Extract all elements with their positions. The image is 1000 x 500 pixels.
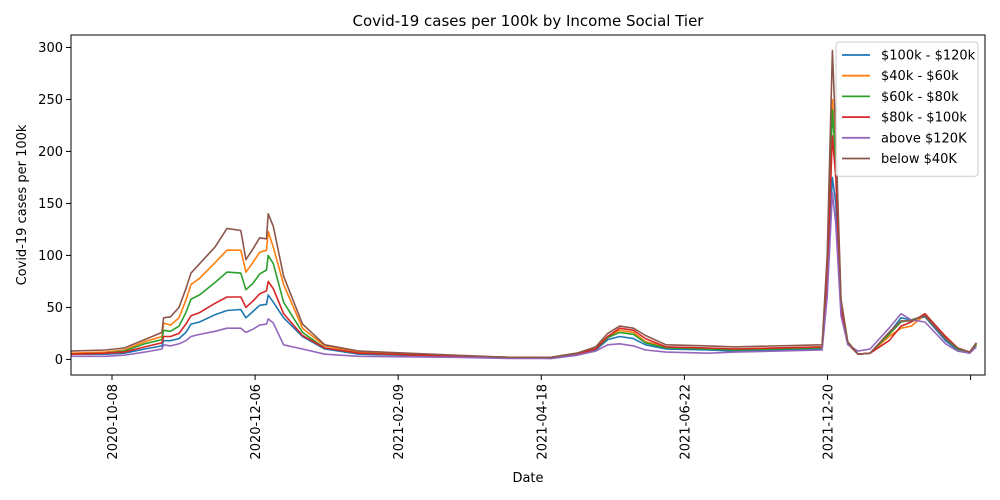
- y-axis-title: Covid-19 cases per 100k: [15, 124, 30, 285]
- x-tick-label: 2021-12-20: [822, 384, 837, 460]
- y-tick-label: 250: [38, 93, 63, 108]
- x-axis: 2020-10-08 2020-12-06 2021-02-09 2021-04-18…: [106, 375, 972, 460]
- series-line-5: [71, 192, 977, 360]
- x-tick-label: 2021-04-18: [535, 384, 550, 460]
- legend-box: [835, 41, 979, 177]
- x-tick-label: 2020-12-06: [249, 384, 264, 460]
- legend-label: $80k - $100k: [881, 111, 967, 126]
- legend-label: $100k - $120k: [881, 49, 976, 64]
- x-tick-label: 2021-06-22: [678, 384, 693, 460]
- legend-label: below $40K: [881, 152, 957, 167]
- x-tick-label: 2021-02-09: [392, 384, 407, 460]
- plot-area: [70, 49, 978, 360]
- y-tick-label: 0: [55, 353, 63, 368]
- y-tick-label: 150: [38, 197, 63, 212]
- legend: $100k - $120k $40k - $60k $60k - $80k $80k …: [835, 41, 979, 177]
- x-tick-label: 2020-10-08: [106, 384, 121, 460]
- y-axis: 0 50 100 150 200 250 300: [38, 41, 71, 368]
- x-axis-title: Date: [512, 471, 543, 486]
- y-tick-label: 200: [38, 145, 63, 160]
- y-tick-label: 300: [38, 41, 63, 56]
- series-line-6: [70, 49, 978, 359]
- y-tick-label: 100: [38, 249, 63, 264]
- legend-label: above $120K: [881, 131, 967, 146]
- chart-title: Covid-19 cases per 100k by Income Social…: [353, 12, 705, 30]
- plot-frame: [70, 34, 986, 376]
- y-tick-label: 50: [46, 301, 63, 316]
- legend-label: $40k - $60k: [881, 69, 959, 84]
- legend-label: $60k - $80k: [881, 90, 959, 105]
